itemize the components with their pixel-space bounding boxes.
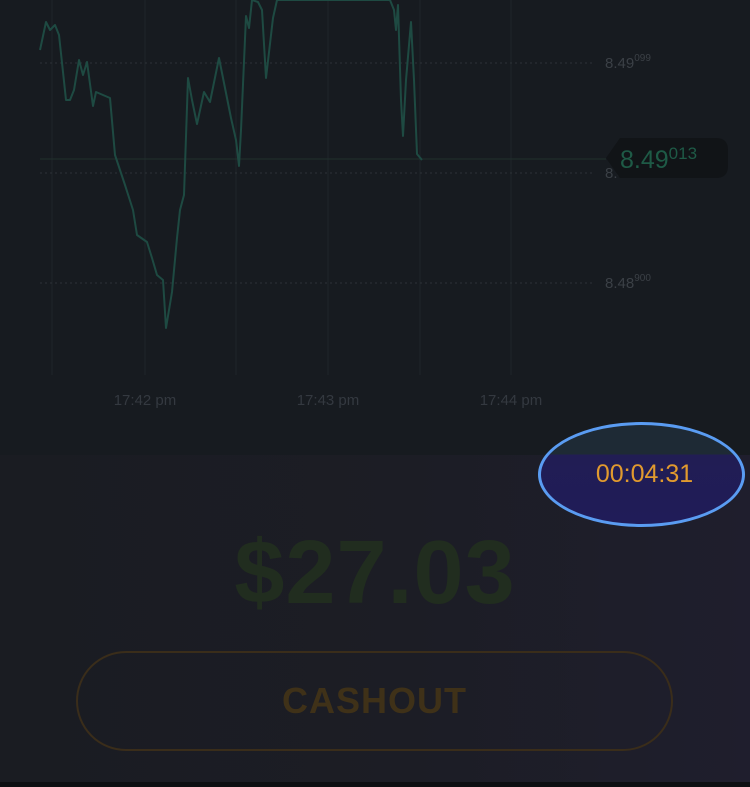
- price-chart-svg: 8.49099 8.4 8.48900 17:42 pm 17:43 pm 17…: [39, 0, 651, 409]
- trade-amount: $27.03: [234, 523, 516, 623]
- time-axis-label: 17:44 pm: [480, 392, 543, 409]
- cashout-button-label: CASHOUT: [282, 680, 467, 721]
- time-axis-label: 17:42 pm: [114, 392, 177, 409]
- price-series-line: [39, 0, 423, 329]
- price-level-label: 8.48900: [605, 273, 651, 292]
- price-level-label: 8.49099: [605, 53, 651, 72]
- price-chart: 8.49099 8.4 8.48900 17:42 pm 17:43 pm 17…: [39, 0, 730, 409]
- cashout-button[interactable]: CASHOUT: [76, 651, 673, 751]
- countdown-timer-text: 00:04:31: [595, 460, 694, 488]
- price-tag-shape: [606, 138, 728, 178]
- bottom-bar: [0, 782, 750, 787]
- current-price-badge: 8.49013: [606, 136, 730, 180]
- countdown-timer: 00:04:31: [538, 422, 745, 527]
- time-axis-label: 17:43 pm: [297, 392, 360, 409]
- current-price-value: 8.49013: [620, 144, 698, 174]
